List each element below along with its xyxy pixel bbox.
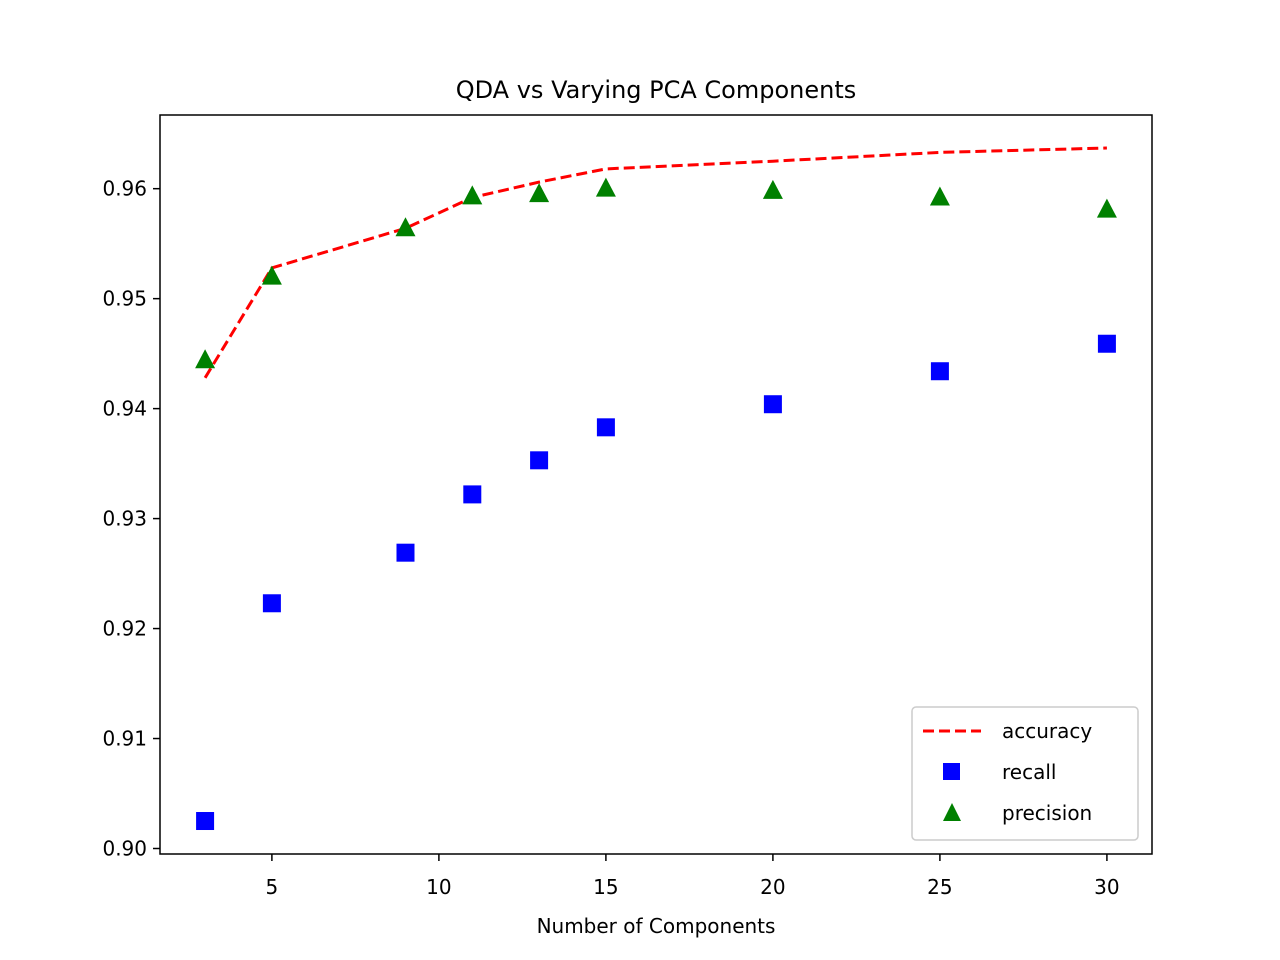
- precision-point: [195, 349, 216, 369]
- precision-point: [529, 183, 550, 203]
- recall-point: [262, 594, 281, 613]
- precision-series: [195, 177, 1117, 369]
- recall-point: [763, 395, 782, 414]
- x-axis: 5 10 15 20 25 30: [266, 854, 1120, 899]
- precision-point: [462, 185, 483, 205]
- x-tick-label: 30: [1094, 875, 1119, 899]
- chart-title: QDA vs Varying PCA Components: [456, 76, 857, 104]
- recall-point: [196, 812, 215, 831]
- legend-accuracy-label: accuracy: [1002, 719, 1092, 743]
- recall-point: [596, 418, 615, 437]
- y-tick-label: 0.95: [102, 287, 147, 311]
- x-tick-label: 20: [760, 875, 785, 899]
- y-axis: 0.90 0.91 0.92 0.93 0.94 0.95 0.96: [102, 177, 160, 861]
- x-axis-label: Number of Components: [537, 914, 776, 938]
- precision-point: [595, 177, 616, 197]
- accuracy-series: [203, 146, 1107, 379]
- y-tick-label: 0.92: [102, 617, 147, 641]
- x-tick-label: 10: [426, 875, 451, 899]
- accuracy-line: [203, 146, 1107, 379]
- precision-point: [261, 265, 282, 285]
- recall-point: [396, 543, 415, 562]
- y-tick-label: 0.93: [102, 507, 147, 531]
- recall-point: [530, 451, 549, 470]
- x-tick-label: 25: [927, 875, 952, 899]
- precision-point: [762, 179, 783, 199]
- legend-frame: [911, 706, 1139, 841]
- recall-point: [463, 485, 482, 504]
- legend-recall-swatch: [943, 763, 960, 780]
- recall-point: [930, 362, 949, 381]
- y-tick-label: 0.96: [102, 177, 147, 201]
- y-tick-label: 0.91: [102, 727, 147, 751]
- legend-precision-swatch: [943, 803, 961, 821]
- recall-point: [1097, 334, 1116, 353]
- plot-frame: [159, 114, 1153, 855]
- legend-precision-label: precision: [1002, 801, 1092, 825]
- y-tick-label: 0.90: [102, 837, 147, 861]
- precision-point: [395, 217, 416, 237]
- x-tick-label: 15: [593, 875, 618, 899]
- y-tick-label: 0.94: [102, 397, 147, 421]
- legend-recall-label: recall: [1002, 760, 1056, 784]
- precision-point: [1096, 198, 1117, 218]
- precision-point: [929, 186, 950, 206]
- x-tick-label: 5: [266, 875, 279, 899]
- legend: accuracy recall precision: [911, 706, 1139, 841]
- recall-series: [196, 334, 1116, 831]
